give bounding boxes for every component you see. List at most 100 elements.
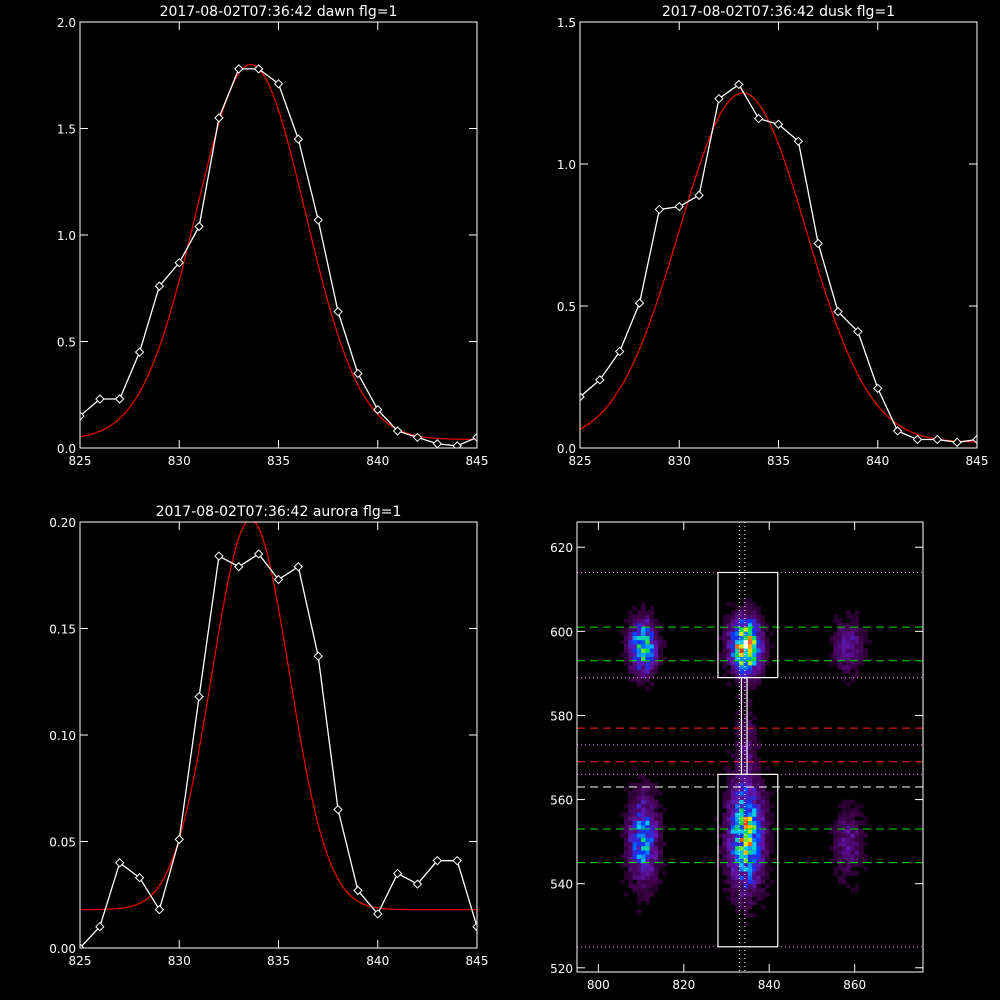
fit-curve: [80, 522, 477, 911]
panel-aurora: 825 830 835 840 845 0.00 0.05 0.10 0.15 0.20 2017-…: [49, 504, 488, 968]
data-point: [214, 551, 224, 561]
chart-title: 2017-08-02T07:36:42 dusk flg=1: [662, 4, 895, 20]
data-point: [654, 204, 665, 215]
x-tick-label: 840: [366, 954, 389, 968]
y-tick-label: 520: [550, 962, 573, 976]
y-tick-label: 560: [550, 794, 573, 808]
y-tick-label: 0.5: [57, 336, 76, 350]
x-tick-label: 830: [168, 954, 191, 968]
data-point: [95, 921, 105, 932]
data-point: [234, 562, 244, 572]
y-tick-label: 0.05: [49, 836, 76, 850]
x-tick-label: 835: [767, 454, 790, 468]
data-point: [234, 64, 244, 74]
data-point: [432, 855, 443, 866]
y-tick-label: 600: [550, 625, 573, 639]
data-point: [95, 394, 105, 404]
heatmap: [577, 522, 923, 972]
data-point: [80, 943, 85, 948]
x-tick-label: 825: [69, 454, 92, 468]
data-point: [353, 368, 363, 379]
data-point: [614, 346, 625, 357]
y-tick-label: 580: [550, 709, 573, 723]
data-point: [253, 549, 264, 559]
data-point: [452, 855, 462, 866]
y-tick-label: 1.5: [57, 123, 76, 137]
data-point: [452, 441, 462, 448]
data-point: [373, 404, 383, 415]
x-tick-label: 835: [267, 454, 290, 468]
panel-image: 800 820 840 860 520 540 560 580 600 620: [550, 521, 924, 992]
data-point: [373, 909, 383, 919]
data-point: [833, 306, 843, 317]
data-point: [214, 113, 224, 123]
data-point: [714, 93, 724, 104]
data-point: [472, 921, 477, 932]
data-point: [353, 885, 363, 896]
data-point: [293, 562, 304, 572]
data-point: [253, 64, 264, 74]
x-tick-label: 845: [966, 454, 989, 468]
data-point: [174, 834, 184, 845]
data-point: [134, 873, 145, 883]
data-point: [694, 190, 704, 200]
x-tick-label: 820: [672, 978, 695, 992]
data-point: [333, 306, 343, 317]
aperture-connector: [740, 677, 748, 775]
y-tick-label: 0.0: [57, 442, 76, 456]
y-tick-label: 0.10: [49, 729, 76, 743]
x-tick-label: 830: [668, 454, 691, 468]
panel-dusk: 825 830 835 840 845 0.0 0.5 1.0 1.5 2017-08-02T07…: [557, 4, 989, 468]
data-point: [174, 257, 184, 268]
data-point: [114, 858, 125, 868]
data-point: [333, 804, 343, 815]
data-point: [773, 119, 784, 129]
data-point: [734, 79, 744, 90]
y-tick-label: 1.0: [57, 229, 76, 243]
y-tick-label: 620: [550, 541, 573, 555]
data-point: [392, 868, 403, 879]
data-point: [412, 879, 423, 889]
data-point: [80, 411, 85, 421]
x-tick-label: 840: [866, 454, 889, 468]
data-point: [892, 426, 903, 436]
x-tick-label: 840: [758, 978, 781, 992]
x-tick-label: 845: [466, 954, 489, 968]
y-tick-label: 1.5: [557, 16, 576, 30]
data-point: [932, 434, 943, 445]
data-point: [273, 574, 284, 585]
data-point: [313, 651, 323, 661]
data-point: [972, 434, 977, 445]
x-tick-label: 825: [69, 954, 92, 968]
aperture-box: [717, 773, 779, 948]
data-point: [293, 134, 304, 144]
aperture-box: [717, 571, 779, 679]
chart-title: 2017-08-02T07:36:42 aurora flg=1: [156, 504, 402, 520]
data-point: [154, 281, 165, 291]
data-point: [313, 215, 323, 225]
y-tick-label: 0.15: [49, 623, 76, 637]
data-point: [952, 437, 962, 448]
data-point: [853, 326, 863, 337]
data-point: [674, 201, 684, 212]
data-point: [813, 238, 823, 249]
x-tick-label: 845: [466, 454, 489, 468]
data-point: [912, 434, 923, 445]
x-tick-label: 825: [569, 454, 592, 468]
data-point: [273, 79, 284, 89]
x-tick-label: 835: [267, 954, 290, 968]
y-tick-label: 0.00: [49, 942, 76, 956]
y-tick-label: 1.0: [557, 158, 576, 172]
data-point: [154, 904, 165, 915]
data-point: [194, 691, 204, 702]
y-tick-label: 2.0: [57, 16, 76, 30]
data-point: [793, 136, 804, 146]
y-tick-label: 0.5: [557, 300, 576, 314]
y-tick-label: 0.20: [49, 516, 76, 530]
x-tick-label: 860: [843, 978, 866, 992]
x-tick-label: 840: [366, 454, 389, 468]
plot-frame: [576, 521, 924, 973]
data-point: [753, 113, 764, 124]
fit-curve: [80, 63, 477, 441]
